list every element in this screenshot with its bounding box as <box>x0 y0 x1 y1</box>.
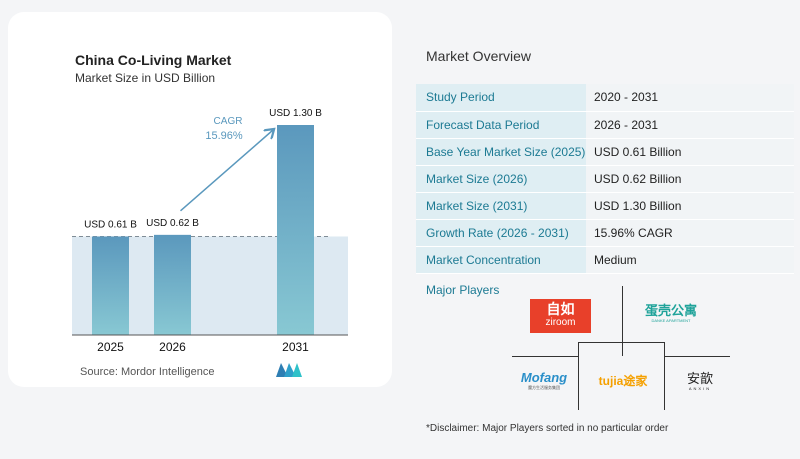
overview-value: 2026 - 2031 <box>586 111 794 139</box>
overview-key: Study Period <box>416 84 586 112</box>
x-tick-label: 2025 <box>97 340 124 354</box>
bar-2026 <box>154 234 191 335</box>
overview-value: 15.96% CAGR <box>586 219 794 247</box>
source-text: Source: Mordor Intelligence <box>80 366 215 378</box>
grid-divider <box>664 342 665 410</box>
overview-value: USD 0.62 Billion <box>586 165 794 193</box>
bar-chart: USD 0.61 B 2025 USD 0.62 B 2026 USD 1.30 B 20… <box>72 108 348 354</box>
grid-divider <box>578 342 664 343</box>
overview-value: 2020 - 2031 <box>586 84 794 112</box>
bar-2031 <box>277 125 314 335</box>
overview-key: Forecast Data Period <box>416 111 586 139</box>
data-label: USD 1.30 B <box>269 108 322 119</box>
overview-row: Market Size (2026) USD 0.62 Billion <box>416 165 794 193</box>
grid-divider <box>622 286 623 356</box>
overview-row: Growth Rate (2026 - 2031) 15.96% CAGR <box>416 219 794 247</box>
cagr-label: CAGR <box>214 116 243 127</box>
overview-value: Medium <box>586 246 794 274</box>
overview-row: Market Size (2031) USD 1.30 Billion <box>416 192 794 220</box>
mordor-logo-icon <box>276 363 302 377</box>
grid-divider <box>512 356 578 357</box>
overview-key: Market Size (2026) <box>416 165 586 193</box>
cagr-arrow <box>180 130 274 212</box>
overview-key: Market Size (2031) <box>416 192 586 220</box>
overview-value: USD 0.61 Billion <box>586 138 794 166</box>
overview-row: Base Year Market Size (2025) USD 0.61 Bil… <box>416 138 794 166</box>
overview-key: Base Year Market Size (2025) <box>416 138 586 166</box>
overview-key: Growth Rate (2026 - 2031) <box>416 219 586 247</box>
grid-divider <box>578 342 579 410</box>
overview-key: Market Concentration <box>416 246 586 274</box>
anxin-logo: 安歆 ANXIN <box>686 371 713 392</box>
overview-title: Market Overview <box>426 48 532 64</box>
tujia-logo: tujia途家 <box>598 374 648 388</box>
mofang-logo: Mofang 魔方生活服务集团 <box>520 370 568 390</box>
major-players-label: Major Players <box>426 283 500 297</box>
danke-logo: 蛋壳公寓 DANKE APARTMENT <box>644 303 697 324</box>
disclaimer-text: *Disclaimer: Major Players sorted in no … <box>426 423 669 434</box>
ziroom-logo: 自如 ziroom <box>530 299 591 333</box>
grid-divider <box>664 356 730 357</box>
bar-2025 <box>92 236 129 335</box>
overview-table: Study Period 2020 - 2031 Forecast Data Per… <box>416 84 794 274</box>
overview-value: USD 1.30 Billion <box>586 192 794 220</box>
x-tick-label: 2026 <box>159 340 186 354</box>
x-tick-label: 2031 <box>282 340 309 354</box>
chart-title: China Co-Living Market <box>75 52 232 68</box>
data-label: USD 0.62 B <box>146 218 199 229</box>
overview-row: Forecast Data Period 2026 - 2031 <box>416 111 794 139</box>
overview-row: Study Period 2020 - 2031 <box>416 84 794 112</box>
data-label: USD 0.61 B <box>84 219 137 230</box>
cagr-value: 15.96% <box>205 130 243 142</box>
chart-subtitle: Market Size in USD Billion <box>75 71 216 85</box>
overview-row: Market Concentration Medium <box>416 246 794 274</box>
